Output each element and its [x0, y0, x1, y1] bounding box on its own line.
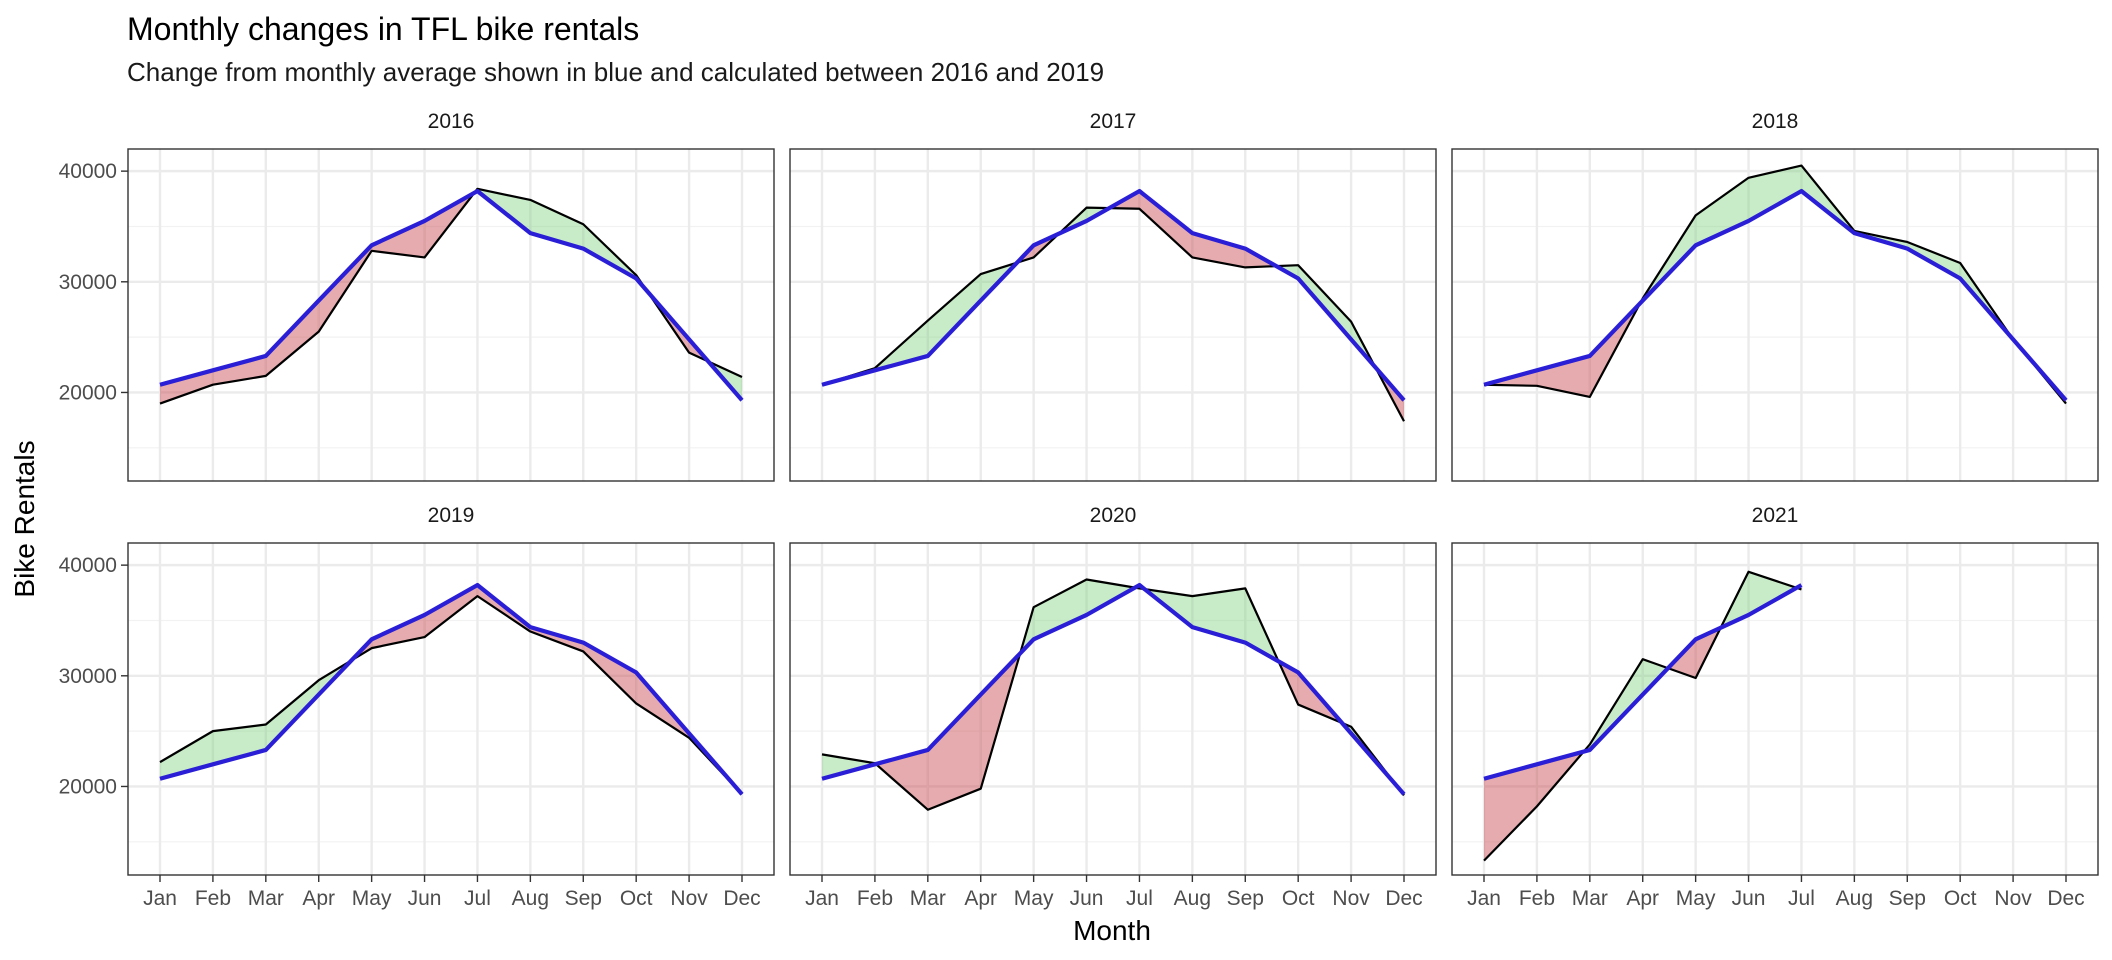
monthly-average-line — [159, 582, 744, 796]
ribbon-above-average — [1748, 165, 1802, 221]
x-tick-label: Jul — [464, 887, 491, 910]
panel-2018: 2018 — [1451, 110, 2099, 482]
ribbon-below-average — [265, 300, 319, 376]
y-tick-label: 30000 — [59, 665, 117, 688]
x-tick-label: Jul — [1126, 887, 1153, 910]
ribbon-below-average — [1536, 355, 1590, 397]
x-tick-label: Nov — [1994, 887, 2032, 910]
chart-title: Monthly changes in TFL bike rentals — [127, 11, 639, 47]
y-tick-label: 30000 — [59, 271, 117, 294]
x-tick-label: Mar — [910, 887, 946, 910]
chart-subtitle: Change from monthly average shown in blu… — [127, 57, 1104, 87]
ribbon-below-average — [160, 370, 213, 404]
ribbon-below-average — [371, 220, 425, 258]
ribbon-below-average — [424, 585, 478, 638]
monthly-average-line — [821, 582, 1406, 796]
y-tick-label: 40000 — [59, 160, 117, 183]
panel-2019: 2019 20000 30000 40000 Jan Feb Mar Apr May Jun Jul… — [59, 504, 775, 910]
x-tick-label: Nov — [670, 887, 708, 910]
panel-strip-label: 2019 — [428, 504, 475, 527]
panels-layer: 2016 20000 30000 40000 2017 2018 2019 20000 3000… — [59, 110, 2099, 910]
ribbon-below-average — [1484, 764, 1537, 861]
x-tick-label: May — [1014, 887, 1054, 910]
y-axis-title: Bike Rentals — [9, 440, 40, 597]
x-tick-label: Jun — [1732, 887, 1766, 910]
panel-border — [127, 542, 775, 876]
ribbon-above-average — [265, 680, 319, 750]
ribbon-above-average — [927, 274, 981, 356]
ribbon-below-average — [927, 694, 981, 810]
x-tick-label: Sep — [1227, 887, 1264, 910]
x-tick-label: Nov — [1332, 887, 1370, 910]
y-tick-label: 20000 — [59, 381, 117, 404]
x-tick-label: May — [352, 887, 392, 910]
ribbon-below-average — [583, 642, 637, 704]
panel-2016: 2016 20000 30000 40000 — [59, 110, 775, 482]
panel-strip-label: 2017 — [1090, 110, 1137, 133]
ribbon-above-average — [1033, 579, 1087, 640]
y-tick-label: 20000 — [59, 775, 117, 798]
x-tick-label: Aug — [512, 887, 549, 910]
x-tick-label: Oct — [1944, 887, 1977, 910]
actual-rentals-line — [1483, 570, 1802, 862]
x-tick-label: Aug — [1836, 887, 1873, 910]
panel-border — [1451, 148, 2099, 482]
panel-strip-label: 2021 — [1752, 504, 1799, 527]
y-tick-label: 40000 — [59, 554, 117, 577]
panel-border — [789, 542, 1437, 876]
x-tick-label: Feb — [1519, 887, 1555, 910]
x-tick-label: Jun — [1070, 887, 1104, 910]
x-tick-label: Oct — [1282, 887, 1315, 910]
x-tick-label: Dec — [1385, 887, 1422, 910]
x-tick-label: May — [1676, 887, 1716, 910]
x-tick-label: Jan — [143, 887, 177, 910]
x-tick-label: Dec — [723, 887, 760, 910]
x-tick-label: Apr — [1626, 887, 1659, 910]
x-tick-label: Jan — [1467, 887, 1501, 910]
x-tick-label: Oct — [620, 887, 653, 910]
panel-strip-label: 2016 — [428, 110, 475, 133]
panel-border — [789, 148, 1437, 482]
monthly-average-line — [1483, 583, 1803, 781]
panel-2020: 2020 Jan Feb Mar Apr May Jun Jul Aug Sep Oct Nov Dec — [789, 504, 1437, 910]
actual-rentals-line — [159, 595, 743, 795]
panel-background — [128, 543, 774, 875]
x-axis-title: Month — [1073, 915, 1151, 946]
x-tick-label: Sep — [565, 887, 602, 910]
x-tick-label: Sep — [1889, 887, 1926, 910]
actual-rentals-line — [1483, 164, 2067, 405]
x-tick-label: Feb — [195, 887, 231, 910]
panel-strip-label: 2018 — [1752, 110, 1799, 133]
monthly-average-line — [821, 188, 1406, 402]
ribbon-above-average — [822, 754, 875, 779]
monthly-average-line — [1483, 188, 2068, 402]
x-tick-label: Dec — [2047, 887, 2084, 910]
monthly-average-line — [159, 188, 744, 402]
x-tick-label: Aug — [1174, 887, 1211, 910]
x-tick-label: Jun — [408, 887, 442, 910]
ribbon-below-average — [1139, 191, 1193, 258]
x-tick-label: Feb — [857, 887, 893, 910]
x-tick-label: Apr — [302, 887, 335, 910]
panel-2017: 2017 — [789, 110, 1437, 482]
x-tick-label: Mar — [1572, 887, 1608, 910]
panel-background — [128, 149, 774, 481]
panel-strip-label: 2020 — [1090, 504, 1137, 527]
x-tick-label: Mar — [248, 887, 284, 910]
ribbon-above-average — [1748, 571, 1797, 615]
ribbon-above-average — [1695, 177, 1749, 246]
ribbon-above-average — [212, 724, 266, 765]
x-tick-label: Jan — [805, 887, 839, 910]
panel-border — [1451, 542, 2099, 876]
actual-rentals-line — [821, 578, 1405, 811]
ribbon-above-average — [1298, 265, 1352, 340]
panel-2021: 2021 Jan Feb Mar Apr May Jun Jul Aug Sep Oct Nov Dec — [1451, 504, 2099, 910]
panel-border — [127, 148, 775, 482]
x-tick-label: Apr — [964, 887, 997, 910]
x-tick-label: Jul — [1788, 887, 1815, 910]
ribbon-below-average — [875, 749, 928, 810]
